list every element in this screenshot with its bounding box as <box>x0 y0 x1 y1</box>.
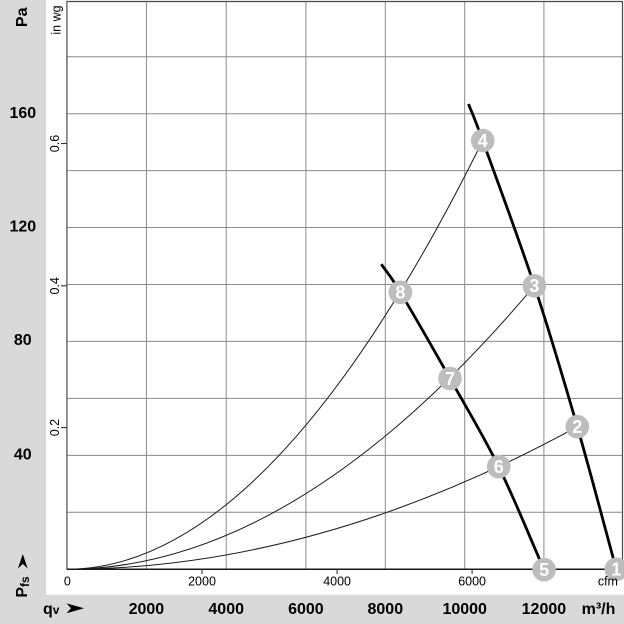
svg-text:2000: 2000 <box>129 601 165 618</box>
svg-text:0.6: 0.6 <box>48 135 62 152</box>
svg-text:8000: 8000 <box>368 601 404 618</box>
svg-text:4: 4 <box>478 131 488 151</box>
svg-text:6000: 6000 <box>458 574 486 588</box>
svg-text:qv: qv <box>43 601 60 618</box>
svg-text:2: 2 <box>572 417 582 437</box>
svg-text:in wg: in wg <box>49 5 63 34</box>
svg-text:1: 1 <box>611 560 621 580</box>
svg-text:10000: 10000 <box>442 601 487 618</box>
svg-text:4000: 4000 <box>208 601 244 618</box>
svg-text:8: 8 <box>395 283 405 303</box>
svg-text:Pfs: Pfs <box>14 576 32 598</box>
svg-text:5: 5 <box>539 560 549 580</box>
svg-text:6000: 6000 <box>288 601 324 618</box>
svg-text:80: 80 <box>14 332 32 349</box>
svg-text:Pa: Pa <box>14 7 31 27</box>
svg-text:cfm: cfm <box>598 574 618 588</box>
svg-text:m³/h: m³/h <box>582 601 616 618</box>
svg-text:2000: 2000 <box>188 574 216 588</box>
svg-text:0.4: 0.4 <box>48 277 62 294</box>
svg-text:120: 120 <box>9 219 36 236</box>
svg-text:7: 7 <box>445 369 455 389</box>
svg-text:6: 6 <box>494 457 504 477</box>
svg-text:0.2: 0.2 <box>48 419 62 436</box>
svg-text:4000: 4000 <box>323 574 351 588</box>
svg-text:12000: 12000 <box>522 601 567 618</box>
svg-text:0: 0 <box>64 574 71 588</box>
svg-text:160: 160 <box>9 105 36 122</box>
svg-text:3: 3 <box>529 276 539 296</box>
svg-text:40: 40 <box>14 447 32 464</box>
